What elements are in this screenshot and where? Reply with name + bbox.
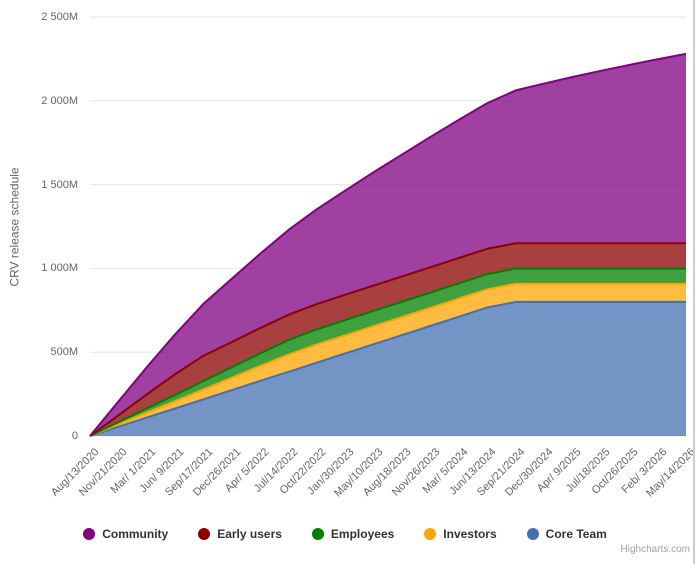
series-line-early-users [89, 242, 686, 437]
legend-label: Community [102, 527, 169, 541]
legend-item-investors[interactable]: Investors [424, 527, 497, 541]
legend-marker-icon [311, 528, 324, 540]
legend-marker-icon [526, 528, 539, 540]
y-tick-label: 1 000M [41, 262, 78, 275]
legend-label: Investors [443, 527, 497, 541]
legend-label: Employees [330, 527, 395, 541]
series-area-investors [90, 283, 686, 436]
series-line-core-team [89, 300, 686, 437]
series-area-community [90, 53, 686, 436]
y-tick-label: 2 500M [41, 11, 78, 23]
series-line-community [89, 52, 687, 437]
legend-label: Core Team [545, 527, 607, 541]
legend-item-early-users[interactable]: Early users [198, 527, 282, 541]
highcharts-credits-link[interactable]: Highcharts.com [620, 544, 690, 555]
y-axis-title: CRV release schedule [2, 17, 28, 436]
scrollbar-track [693, 0, 695, 564]
y-axis-title-text: CRV release schedule [8, 166, 22, 287]
series-line-investors [89, 282, 686, 437]
y-tick-label: 0 [71, 430, 78, 442]
legend-item-community[interactable]: Community [83, 527, 168, 541]
y-tick-label: 1 500M [41, 178, 78, 191]
series-line-employees [89, 267, 686, 437]
legend-marker-icon [83, 528, 96, 540]
legend-marker-icon [198, 528, 211, 540]
legend-label: Early users [217, 527, 282, 541]
y-tick-label: 2 000M [41, 94, 78, 107]
legend-marker-icon [424, 528, 437, 540]
y-tick-label: 500M [50, 346, 78, 359]
series-area-core-team [90, 301, 686, 436]
legend-item-employees[interactable]: Employees [311, 527, 395, 541]
legend-item-core-team[interactable]: Core Team [526, 527, 607, 541]
legend: Community Early users Employees Investors Co… [0, 524, 690, 544]
